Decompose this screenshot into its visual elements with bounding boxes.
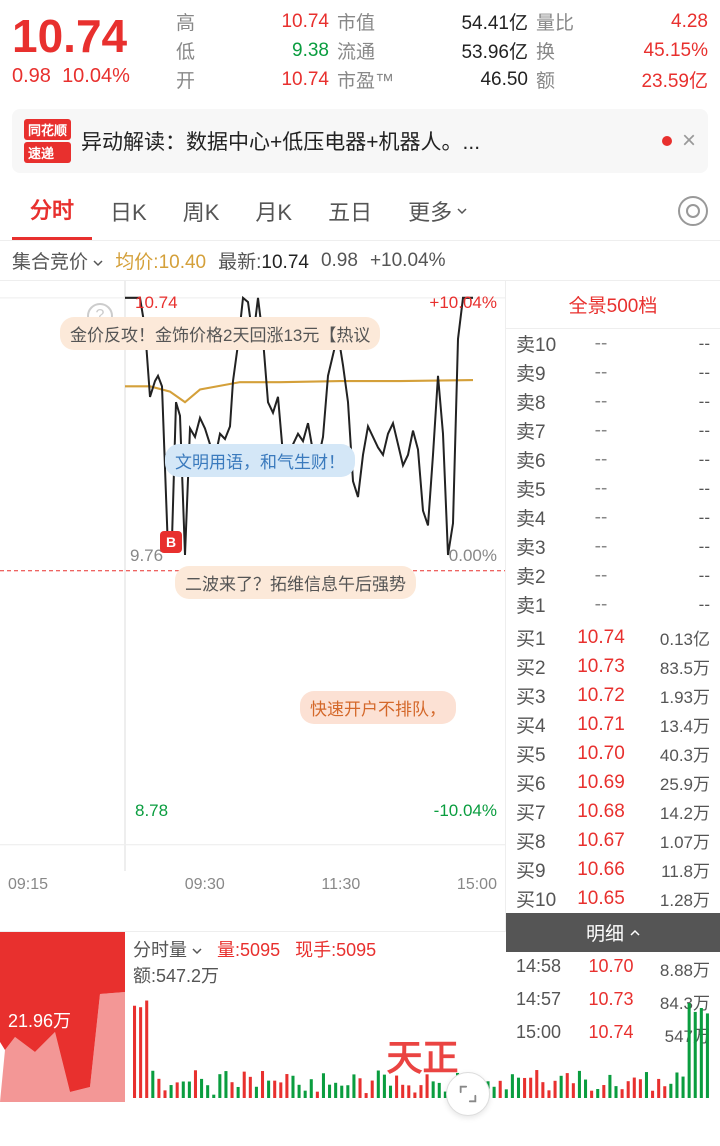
sell-row[interactable]: 卖2----	[506, 561, 720, 590]
float-value: 53.96亿	[402, 37, 528, 64]
tab-more[interactable]: 更多	[390, 183, 486, 239]
chart-low-price: 8.78	[135, 801, 168, 821]
open-value: 10.74	[203, 69, 329, 91]
pe-value: 46.50	[402, 69, 528, 91]
time-tick: 11:30	[321, 876, 360, 894]
auction-vol-value: 21.96万	[8, 1007, 71, 1033]
time-tick: 09:30	[185, 876, 225, 894]
info-pct: +10.04%	[370, 250, 446, 272]
info-change: 0.98	[321, 250, 358, 272]
buys-container: 买110.740.13亿买210.7383.5万买310.721.93万买410…	[506, 623, 720, 913]
chart-mid-price: 9.76	[130, 546, 163, 566]
buy-row[interactable]: 买410.7113.4万	[506, 710, 720, 739]
stats-grid: 高 10.74 市值 54.41亿 量比 4.28 低 9.38 流通 53.9…	[176, 8, 708, 93]
price-chart[interactable]: ? 10.74 +10.04% 9.76 0.00% 8.78 -10.04% …	[0, 281, 505, 931]
buy-row[interactable]: 买910.6611.8万	[506, 855, 720, 884]
chart-high-pct: +10.04%	[429, 293, 497, 313]
low-label: 低	[176, 37, 195, 64]
expand-fab[interactable]	[446, 1072, 490, 1116]
buy-row[interactable]: 买110.740.13亿	[506, 623, 720, 652]
pe-label: 市盈™	[337, 66, 394, 93]
low-value: 9.38	[203, 40, 329, 62]
amount-value: 23.59亿	[582, 66, 708, 93]
buy-row[interactable]: 买710.6814.2万	[506, 797, 720, 826]
tab-weekly[interactable]: 周K	[165, 183, 238, 239]
buy-row[interactable]: 买310.721.93万	[506, 681, 720, 710]
chevron-down-icon	[93, 258, 103, 268]
buy-row[interactable]: 买510.7040.3万	[506, 739, 720, 768]
chart-info-bar: 集合竞价 均价:10.40 最新:10.74 0.98 +10.04%	[0, 241, 720, 281]
buy-row[interactable]: 买210.7383.5万	[506, 652, 720, 681]
sell-row[interactable]: 卖9----	[506, 358, 720, 387]
bubble-news-1[interactable]: 金价反攻！金饰价格2天回涨13元【热议	[60, 317, 380, 350]
volume-info: 分时量 量:5095 现手:5095	[133, 936, 712, 962]
bubble-promo[interactable]: 快速开户不排队，	[300, 691, 456, 724]
volume-section: 21.96万 分时量 量:5095 现手:5095 额:547.2万 天正	[0, 931, 720, 1101]
chart-mid-pct: 0.00%	[449, 546, 497, 566]
sell-row[interactable]: 卖5----	[506, 474, 720, 503]
chart-high-price: 10.74	[135, 293, 178, 313]
float-label: 流通	[337, 37, 394, 64]
buy-row[interactable]: 买1010.651.28万	[506, 884, 720, 913]
open-label: 开	[176, 66, 195, 93]
chart-tabs: 分时 日K 周K 月K 五日 更多	[0, 181, 720, 241]
sell-row[interactable]: 卖4----	[506, 503, 720, 532]
turnover-label: 换	[536, 37, 574, 64]
close-icon[interactable]: ×	[682, 127, 696, 155]
news-text: 异动解读：数据中心+低压电器+机器人。...	[81, 126, 652, 156]
sells-container: 卖10----卖9----卖8----卖7----卖6----卖5----卖4-…	[506, 329, 720, 619]
buy-row[interactable]: 买610.6925.9万	[506, 768, 720, 797]
volratio-value: 4.28	[582, 11, 708, 33]
tab-daily[interactable]: 日K	[92, 183, 165, 239]
sell-row[interactable]: 卖7----	[506, 416, 720, 445]
bubble-news-2[interactable]: 二波来了？拓维信息午后强势	[175, 566, 416, 599]
tab-5day[interactable]: 五日	[310, 183, 390, 239]
tab-intraday[interactable]: 分时	[12, 181, 92, 240]
auction-volume-chart: 21.96万	[0, 932, 125, 1101]
watermark-text: 天正	[386, 1029, 458, 1081]
volume-amount: 额:547.2万	[133, 962, 712, 988]
sell-row[interactable]: 卖6----	[506, 445, 720, 474]
sell-row[interactable]: 卖10----	[506, 329, 720, 358]
mktcap-value: 54.41亿	[402, 8, 528, 35]
price-change: 0.98 10.04%	[12, 65, 172, 88]
high-value: 10.74	[203, 11, 329, 33]
avg-price: 均价:10.40	[115, 247, 206, 274]
mktcap-label: 市值	[337, 8, 394, 35]
settings-gear-icon[interactable]	[678, 196, 708, 226]
current-price: 10.74	[12, 13, 172, 59]
chevron-down-icon	[192, 946, 202, 956]
quote-header: 10.74 0.98 10.04% 高 10.74 市值 54.41亿 量比 4…	[0, 0, 720, 101]
news-logo: 同花顺 速递	[24, 119, 71, 163]
expand-icon	[457, 1083, 479, 1105]
sell-row[interactable]: 卖1----	[506, 590, 720, 619]
chevron-down-icon	[456, 205, 468, 217]
last-price: 最新:10.74	[218, 247, 309, 274]
buy-marker-icon: B	[160, 531, 182, 553]
news-bar[interactable]: 同花顺 速递 异动解读：数据中心+低压电器+机器人。... ×	[12, 109, 708, 173]
chart-low-pct: -10.04%	[434, 801, 497, 821]
chart-area: ? 10.74 +10.04% 9.76 0.00% 8.78 -10.04% …	[0, 281, 720, 931]
bubble-notice[interactable]: 文明用语，和气生财！	[165, 444, 355, 477]
sell-row[interactable]: 卖8----	[506, 387, 720, 416]
time-tick: 09:15	[8, 876, 48, 894]
auction-label[interactable]: 集合竞价	[12, 247, 103, 274]
orderbook-header[interactable]: 全景500档	[506, 281, 720, 329]
time-tick: 15:00	[457, 876, 497, 894]
price-main: 10.74 0.98 10.04%	[12, 8, 172, 93]
high-label: 高	[176, 8, 195, 35]
sell-row[interactable]: 卖3----	[506, 532, 720, 561]
amount-label: 额	[536, 66, 574, 93]
time-axis: 09:15 09:30 11:30 15:00	[0, 876, 505, 894]
volratio-label: 量比	[536, 8, 574, 35]
turnover-value: 45.15%	[582, 40, 708, 62]
volume-chart: 分时量 量:5095 现手:5095 额:547.2万 天正	[125, 932, 720, 1101]
tab-monthly[interactable]: 月K	[237, 183, 310, 239]
orderbook: 全景500档 卖10----卖9----卖8----卖7----卖6----卖5…	[505, 281, 720, 931]
buy-row[interactable]: 买810.671.07万	[506, 826, 720, 855]
notification-dot-icon	[662, 136, 672, 146]
